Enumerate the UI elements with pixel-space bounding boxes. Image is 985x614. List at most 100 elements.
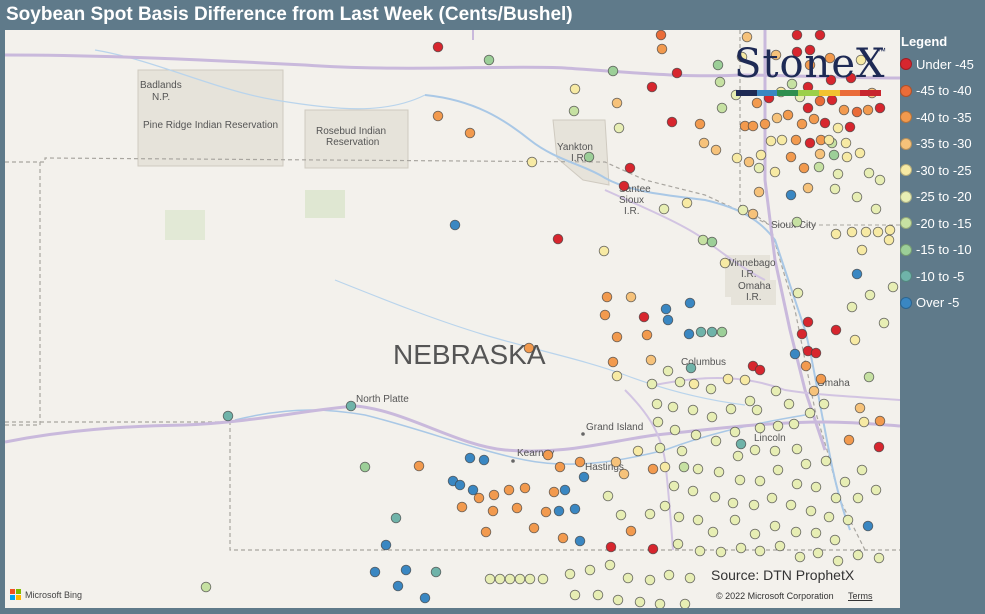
location-marker[interactable] [805, 505, 817, 517]
location-marker[interactable] [840, 137, 852, 149]
location-marker[interactable] [789, 348, 801, 360]
terms-link[interactable]: Terms [848, 591, 873, 601]
location-marker[interactable] [592, 589, 604, 601]
location-marker[interactable] [599, 309, 611, 321]
location-marker[interactable] [838, 104, 850, 116]
location-marker[interactable] [584, 564, 596, 576]
location-marker[interactable] [607, 356, 619, 368]
location-marker[interactable] [345, 400, 357, 412]
location-marker[interactable] [852, 492, 864, 504]
location-marker[interactable] [611, 97, 623, 109]
location-marker[interactable] [514, 573, 526, 585]
location-marker[interactable] [715, 546, 727, 558]
location-marker[interactable] [772, 420, 784, 432]
location-marker[interactable] [734, 474, 746, 486]
location-marker[interactable] [478, 454, 490, 466]
location-marker[interactable] [862, 104, 874, 116]
location-marker[interactable] [684, 572, 696, 584]
location-marker[interactable] [747, 208, 759, 220]
location-marker[interactable] [625, 525, 637, 537]
location-marker[interactable] [790, 526, 802, 538]
location-marker[interactable] [716, 326, 728, 338]
location-marker[interactable] [598, 245, 610, 257]
location-marker[interactable] [652, 416, 664, 428]
location-marker[interactable] [528, 522, 540, 534]
location-marker[interactable] [729, 426, 741, 438]
location-marker[interactable] [785, 499, 797, 511]
location-marker[interactable] [782, 109, 794, 121]
location-marker[interactable] [390, 512, 402, 524]
location-marker[interactable] [687, 485, 699, 497]
location-marker[interactable] [666, 116, 678, 128]
location-marker[interactable] [646, 378, 658, 390]
location-marker[interactable] [674, 376, 686, 388]
location-marker[interactable] [569, 83, 581, 95]
location-marker[interactable] [729, 514, 741, 526]
location-marker[interactable] [504, 573, 516, 585]
location-marker[interactable] [634, 596, 646, 608]
location-marker[interactable] [564, 568, 576, 580]
location-marker[interactable] [851, 106, 863, 118]
location-marker[interactable] [430, 566, 442, 578]
location-marker[interactable] [736, 51, 748, 63]
location-marker[interactable] [845, 72, 857, 84]
location-marker[interactable] [683, 328, 695, 340]
location-marker[interactable] [872, 226, 884, 238]
location-marker[interactable] [841, 151, 853, 163]
location-marker[interactable] [679, 598, 691, 608]
location-marker[interactable] [878, 317, 890, 329]
location-marker[interactable] [815, 373, 827, 385]
location-marker[interactable] [716, 102, 728, 114]
location-marker[interactable] [688, 378, 700, 390]
location-marker[interactable] [467, 484, 479, 496]
location-marker[interactable] [542, 449, 554, 461]
location-marker[interactable] [537, 573, 549, 585]
location-marker[interactable] [654, 442, 666, 454]
location-marker[interactable] [824, 52, 836, 64]
location-marker[interactable] [709, 491, 721, 503]
location-marker[interactable] [814, 148, 826, 160]
location-marker[interactable] [819, 117, 831, 129]
location-marker[interactable] [553, 505, 565, 517]
location-marker[interactable] [766, 492, 778, 504]
location-marker[interactable] [484, 573, 496, 585]
location-marker[interactable] [856, 464, 868, 476]
location-marker[interactable] [578, 471, 590, 483]
location-marker[interactable] [519, 482, 531, 494]
location-marker[interactable] [862, 520, 874, 532]
location-marker[interactable] [413, 460, 425, 472]
location-marker[interactable] [791, 478, 803, 490]
location-marker[interactable] [785, 151, 797, 163]
location-marker[interactable] [820, 455, 832, 467]
location-marker[interactable] [754, 422, 766, 434]
location-marker[interactable] [874, 415, 886, 427]
location-marker[interactable] [828, 149, 840, 161]
location-marker[interactable] [731, 152, 743, 164]
location-marker[interactable] [694, 545, 706, 557]
location-marker[interactable] [788, 418, 800, 430]
location-marker[interactable] [796, 118, 808, 130]
location-marker[interactable] [804, 137, 816, 149]
location-marker[interactable] [856, 244, 868, 256]
location-marker[interactable] [678, 461, 690, 473]
location-marker[interactable] [873, 552, 885, 564]
location-marker[interactable] [786, 78, 798, 90]
location-marker[interactable] [849, 334, 861, 346]
location-marker[interactable] [830, 324, 842, 336]
location-marker[interactable] [705, 383, 717, 395]
location-marker[interactable] [685, 362, 697, 374]
location-marker[interactable] [825, 74, 837, 86]
location-marker[interactable] [759, 118, 771, 130]
location-marker[interactable] [785, 189, 797, 201]
location-marker[interactable] [618, 468, 630, 480]
location-marker[interactable] [359, 461, 371, 473]
location-marker[interactable] [548, 486, 560, 498]
location-marker[interactable] [488, 489, 500, 501]
location-marker[interactable] [392, 580, 404, 592]
location-marker[interactable] [369, 566, 381, 578]
location-marker[interactable] [791, 216, 803, 228]
location-marker[interactable] [632, 445, 644, 457]
location-marker[interactable] [774, 540, 786, 552]
location-marker[interactable] [618, 180, 630, 192]
location-marker[interactable] [483, 54, 495, 66]
